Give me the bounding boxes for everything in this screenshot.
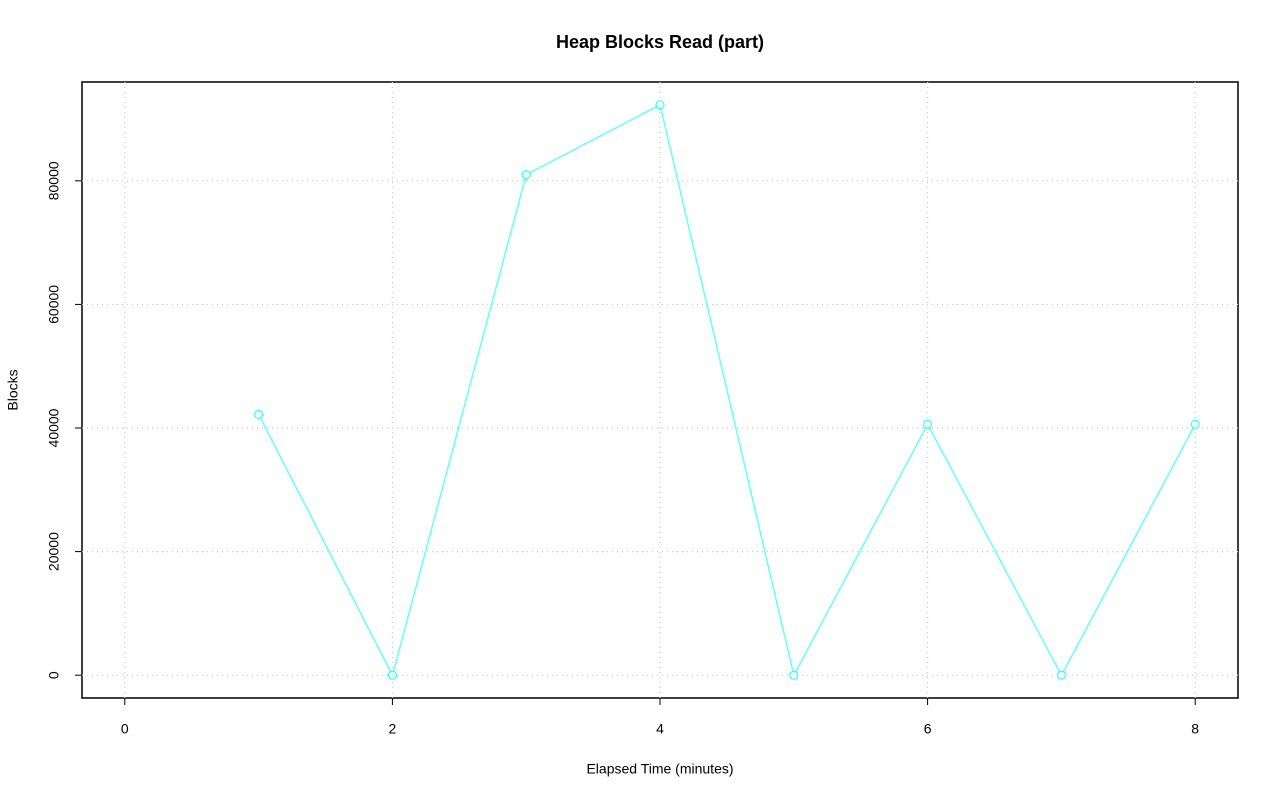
data-point <box>387 670 398 680</box>
data-point <box>789 670 799 680</box>
data-point <box>1056 670 1066 680</box>
x-tick-label: 2 <box>389 721 397 737</box>
plot-frame <box>81 81 1239 699</box>
series-line <box>257 103 1196 678</box>
y-tick-label: 0 <box>46 671 62 679</box>
x-tick-label: 0 <box>121 721 129 737</box>
x-tick-label: 6 <box>924 721 932 737</box>
data-point <box>655 100 665 110</box>
x-axis-label: Elapsed Time (minutes) <box>586 761 733 777</box>
x-tick-label: 4 <box>656 721 664 737</box>
data-point <box>922 419 933 429</box>
y-tick-label: 40000 <box>46 408 62 447</box>
y-tick-label: 60000 <box>46 285 62 324</box>
data-point <box>521 170 531 180</box>
y-tick-label: 80000 <box>46 161 62 200</box>
chart-title: Heap Blocks Read (part) <box>556 32 764 52</box>
data-point <box>254 409 264 420</box>
y-axis-label: Blocks <box>5 369 21 410</box>
x-tick-label: 8 <box>1191 721 1199 737</box>
y-tick-label: 20000 <box>46 532 62 571</box>
data-point <box>1190 419 1200 429</box>
